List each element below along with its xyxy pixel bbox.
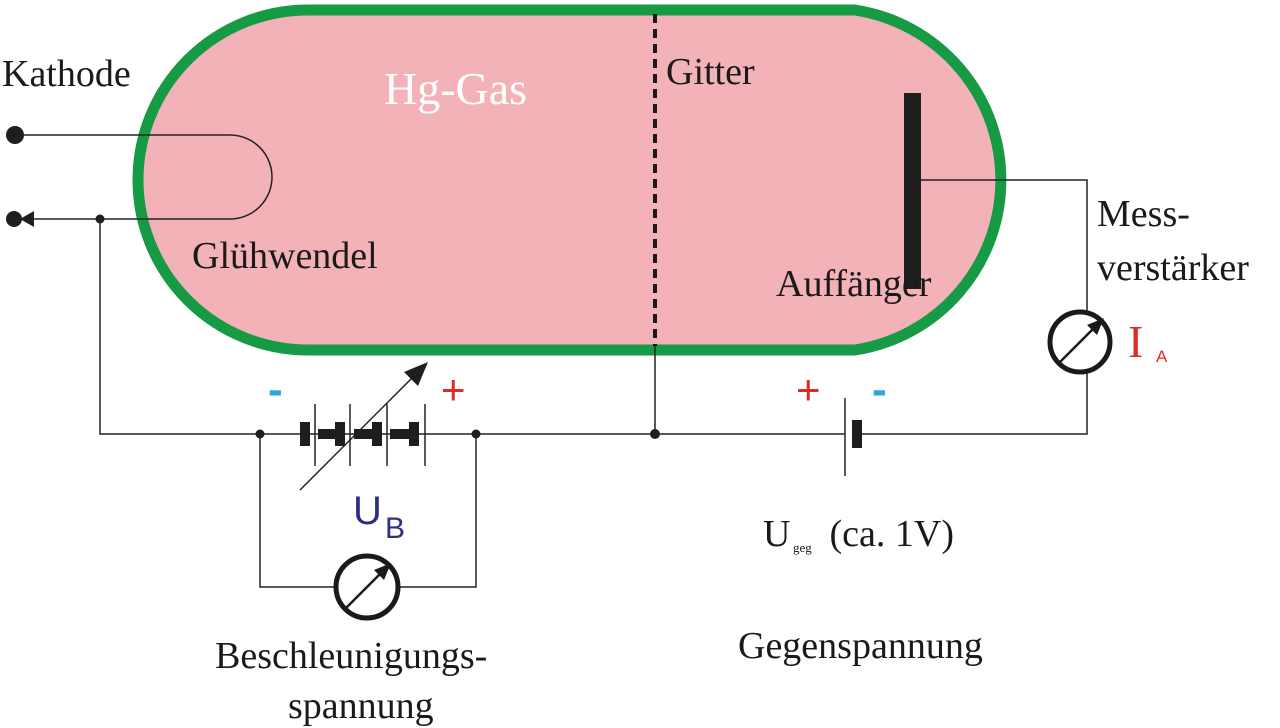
accel-voltage-sub: B	[385, 512, 405, 545]
filament-label: Glühwendel	[192, 235, 378, 277]
current-label-sub: A	[1156, 347, 1168, 366]
cathode-terminal-bottom	[6, 211, 22, 227]
voltmeter-wire-left	[259, 434, 334, 588]
left-wire	[99, 219, 298, 435]
collector-wire	[921, 179, 1088, 312]
counter-voltage-note: (ca. 1V)	[820, 513, 954, 555]
counter-voltage-sub: geg	[793, 540, 812, 555]
accel-minus: -	[268, 365, 283, 414]
accel-voltage-label: U	[353, 489, 382, 533]
amplifier-label-line2: verstärker	[1097, 247, 1249, 289]
cathode-label: Kathode	[2, 53, 131, 95]
accel-caption-line1: Beschleunigungs-	[215, 635, 487, 677]
variable-arrow	[299, 362, 428, 491]
grid-label: Gitter	[666, 51, 755, 93]
amplifier-label-line1: Mess-	[1097, 193, 1190, 235]
current-label: I	[1128, 316, 1143, 367]
voltmeter-icon	[333, 553, 401, 621]
counter-plus: +	[796, 366, 821, 413]
accel-caption-line2: spannung	[288, 685, 434, 727]
counter-battery	[844, 398, 862, 476]
ammeter-icon	[1047, 309, 1113, 375]
accel-battery	[298, 404, 426, 466]
accel-plus: +	[441, 366, 466, 413]
right-wire	[862, 372, 1088, 435]
counter-minus: -	[872, 365, 887, 414]
filament-loop	[15, 134, 273, 220]
current-label-main: I	[1128, 316, 1143, 367]
counter-voltage-label: U	[763, 513, 790, 555]
cathode-terminal-arrow	[20, 211, 34, 227]
cathode-terminal-top	[6, 126, 24, 144]
gas-label: Hg-Gas	[384, 63, 527, 114]
collector-label: Auffänger	[776, 263, 932, 305]
voltmeter-wire-right	[400, 434, 477, 588]
counter-caption: Gegenspannung	[738, 625, 983, 667]
tube	[132, 4, 1007, 356]
junction-dot	[650, 429, 660, 439]
collector-plate	[904, 93, 921, 289]
